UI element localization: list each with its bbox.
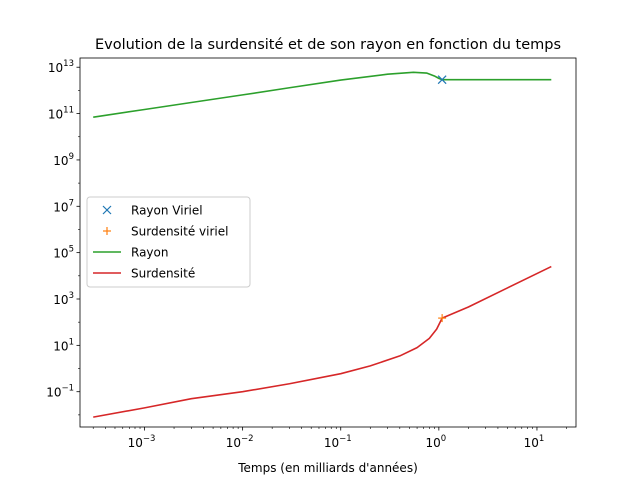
chart-title: Evolution de la surdensité et de son ray…: [95, 37, 561, 53]
legend-marker-surdensit-viriel: [103, 227, 111, 235]
y-tick-label: 101: [53, 337, 74, 353]
x-axis: 10−3 10−2 10−1 100 101: [92, 427, 567, 450]
legend-marker-rayon-viriel: [102, 205, 112, 215]
y-tick-label: 103: [53, 291, 74, 307]
legend-handle-rayon-viriel: [102, 205, 112, 215]
x-tick-label: 100: [425, 434, 446, 450]
legend-label-rayon: Rayon: [131, 246, 168, 260]
x-tick-label: 10−2: [226, 434, 254, 450]
y-tick-label: 109: [53, 152, 74, 168]
legend-handle-surdensit-viriel: [103, 227, 111, 235]
legend: Rayon Viriel Surdensité viriel Rayon Surden…: [86, 196, 251, 288]
plot-lines: [93, 71, 552, 418]
y-tick-label: 10−1: [46, 384, 74, 400]
series-marker-rayon-viriel: [437, 75, 447, 85]
legend-label-surdensit: Surdensité: [131, 267, 195, 281]
legend-box: [86, 196, 251, 288]
series-line-rayon: [93, 71, 552, 118]
x-tick-label: 10−3: [128, 434, 156, 450]
y-tick-label: 1013: [48, 59, 74, 75]
y-tick-label: 1011: [48, 106, 74, 122]
series-line-surdensit: [93, 265, 552, 418]
y-axis: 10−1 101 103 105 107 109 1011 1013: [46, 59, 80, 416]
x-tick-label: 101: [524, 434, 545, 450]
legend-label-surdensit-viriel: Surdensité viriel: [131, 225, 228, 239]
plot-frame: [79, 57, 577, 428]
y-tick-label: 107: [53, 198, 74, 214]
series-marker-surdensit-viriel: [438, 314, 447, 323]
plot-markers: [437, 75, 447, 323]
x-axis-label: Temps (en milliards d'années): [237, 461, 418, 475]
x-tick-label: 10−1: [324, 434, 352, 450]
y-tick-label: 105: [53, 245, 74, 261]
legend-label-rayon-viriel: Rayon Viriel: [131, 204, 203, 218]
